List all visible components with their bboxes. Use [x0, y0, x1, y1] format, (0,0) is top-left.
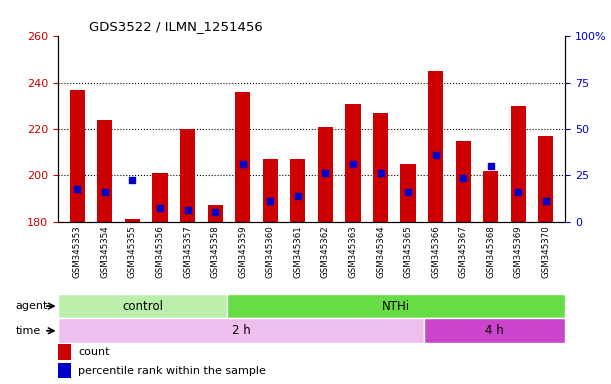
- Bar: [263, 159, 278, 222]
- Text: 4 h: 4 h: [485, 324, 504, 337]
- Point: [238, 161, 247, 167]
- Point: [265, 198, 275, 204]
- Bar: [424, 318, 565, 343]
- Point: [73, 186, 82, 192]
- Bar: [483, 171, 499, 222]
- Bar: [290, 159, 306, 222]
- Bar: [227, 294, 565, 318]
- Text: GSM345367: GSM345367: [459, 225, 467, 278]
- Text: GSM345361: GSM345361: [293, 225, 302, 278]
- Bar: [152, 173, 167, 222]
- Point: [321, 170, 331, 176]
- Bar: [58, 363, 71, 378]
- Text: GSM345360: GSM345360: [266, 225, 275, 278]
- Point: [128, 177, 137, 183]
- Text: count: count: [78, 347, 110, 357]
- Point: [348, 161, 358, 167]
- Bar: [58, 294, 227, 318]
- Text: GSM345368: GSM345368: [486, 225, 496, 278]
- Point: [210, 209, 220, 215]
- Bar: [235, 92, 251, 222]
- Point: [486, 163, 496, 169]
- Bar: [345, 104, 360, 222]
- Bar: [318, 127, 333, 222]
- Text: GSM345365: GSM345365: [404, 225, 412, 278]
- Point: [431, 151, 441, 157]
- Point: [183, 207, 192, 213]
- Text: GSM345366: GSM345366: [431, 225, 440, 278]
- Text: GSM345358: GSM345358: [211, 225, 219, 278]
- Bar: [97, 120, 112, 222]
- Text: NTHi: NTHi: [382, 300, 410, 313]
- Text: GSM345369: GSM345369: [514, 225, 523, 278]
- Text: GSM345357: GSM345357: [183, 225, 192, 278]
- Text: percentile rank within the sample: percentile rank within the sample: [78, 366, 266, 376]
- Bar: [400, 164, 415, 222]
- Bar: [538, 136, 554, 222]
- Text: GSM345353: GSM345353: [73, 225, 82, 278]
- Point: [403, 189, 413, 195]
- Bar: [70, 90, 85, 222]
- Text: GSM345364: GSM345364: [376, 225, 385, 278]
- Text: control: control: [122, 300, 163, 313]
- Text: GSM345354: GSM345354: [100, 225, 109, 278]
- Point: [376, 170, 386, 176]
- Point: [513, 189, 523, 195]
- Bar: [125, 219, 140, 222]
- Text: time: time: [16, 326, 41, 336]
- Bar: [180, 129, 195, 222]
- Bar: [373, 113, 388, 222]
- Point: [100, 189, 110, 195]
- Text: GSM345363: GSM345363: [348, 225, 357, 278]
- Text: GSM345359: GSM345359: [238, 225, 247, 278]
- Text: agent: agent: [16, 301, 48, 311]
- Bar: [58, 344, 71, 360]
- Bar: [428, 71, 443, 222]
- Text: 2 h: 2 h: [232, 324, 251, 337]
- Text: GSM345370: GSM345370: [541, 225, 551, 278]
- Point: [155, 205, 165, 211]
- Point: [293, 193, 302, 199]
- Bar: [511, 106, 526, 222]
- Point: [458, 175, 468, 181]
- Text: GSM345356: GSM345356: [156, 225, 164, 278]
- Bar: [456, 141, 471, 222]
- Point: [541, 198, 551, 204]
- Text: GSM345355: GSM345355: [128, 225, 137, 278]
- Bar: [58, 318, 424, 343]
- Text: GSM345362: GSM345362: [321, 225, 330, 278]
- Text: GDS3522 / ILMN_1251456: GDS3522 / ILMN_1251456: [89, 20, 262, 33]
- Bar: [208, 205, 223, 222]
